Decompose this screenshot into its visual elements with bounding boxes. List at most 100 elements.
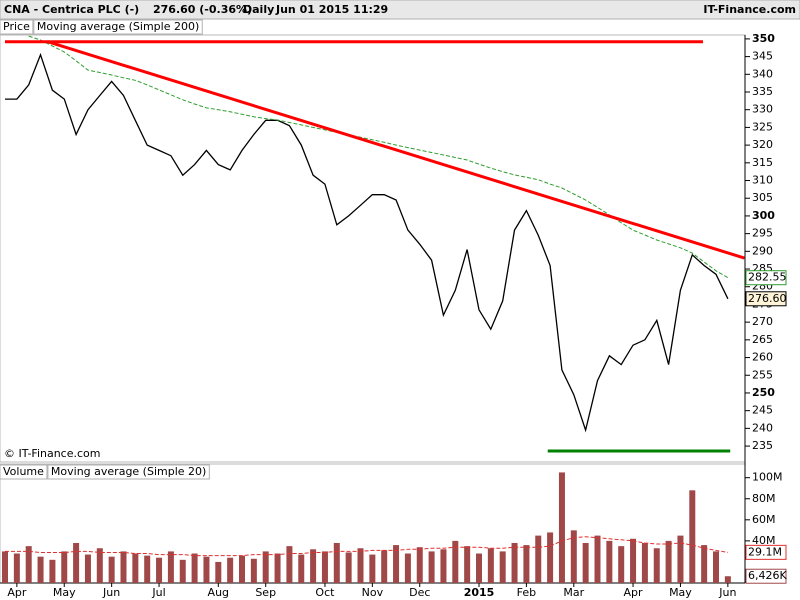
volume-bar xyxy=(665,540,672,583)
last-value-box xyxy=(745,291,787,307)
volume-bar xyxy=(84,554,91,583)
y-tick-label: 295 xyxy=(752,227,773,240)
x-tick-label: Mar xyxy=(563,586,584,599)
legend-box xyxy=(0,19,34,35)
y-tick-label: 330 xyxy=(752,103,773,116)
volume-bar xyxy=(487,548,494,583)
legend-box xyxy=(33,19,203,35)
date: Jun 01 2015 11:29 xyxy=(275,3,388,16)
volume-bar xyxy=(499,551,506,583)
volume-bar xyxy=(2,551,8,583)
legend-label: Volume xyxy=(3,465,44,478)
volume-bar xyxy=(132,553,139,583)
volume-bar xyxy=(61,551,68,583)
price-line xyxy=(5,52,729,433)
y-tick-label: 235 xyxy=(752,439,773,452)
volume-bar xyxy=(689,490,696,583)
y-tick-label: 255 xyxy=(752,368,773,381)
volume-bar xyxy=(606,540,613,583)
y-tick-label: 240 xyxy=(752,421,773,434)
last-value-label: 282.55 xyxy=(748,271,787,284)
volume-bar xyxy=(108,556,115,583)
volume-bar xyxy=(215,561,222,583)
x-tick-label: Sep xyxy=(255,586,276,599)
volume-bar xyxy=(511,542,518,583)
x-tick-label: May xyxy=(53,586,76,599)
volume-bar xyxy=(357,548,364,583)
last-value-label: 276.60 xyxy=(748,292,787,305)
x-tick-label: Oct xyxy=(315,586,335,599)
y-tick-label: 265 xyxy=(752,333,773,346)
legend-label: Price xyxy=(3,20,30,33)
volume-bar xyxy=(464,546,471,583)
volume-bar xyxy=(724,576,731,583)
credit: © IT-Finance.com xyxy=(4,447,101,460)
y-tick-label: 310 xyxy=(752,174,773,187)
x-tick-label: Apr xyxy=(7,586,27,599)
y-tick-label: 250 xyxy=(752,386,775,399)
volume-bar xyxy=(570,530,577,583)
volume-bar xyxy=(250,558,257,583)
legend-box xyxy=(0,464,48,480)
volume-bar xyxy=(558,472,565,583)
volume-bar xyxy=(37,556,44,583)
last-value-label: 6,426K xyxy=(748,569,787,582)
symbol: CNA - Centrica PLC (-) xyxy=(4,3,139,16)
volume-bar xyxy=(333,542,340,583)
volume-bar xyxy=(582,542,589,583)
volume-bar xyxy=(428,551,435,583)
volume-bar xyxy=(416,547,423,583)
y-tick-label: 335 xyxy=(752,85,773,98)
volume-bar xyxy=(345,552,352,583)
volume-bar xyxy=(535,535,542,583)
x-tick-label: 2015 xyxy=(464,586,495,599)
y-tick-label: 290 xyxy=(752,244,773,257)
volume-bar xyxy=(641,542,648,583)
volume-bar xyxy=(203,556,210,583)
y-tick-label: 305 xyxy=(752,191,773,204)
y-tick-label: 345 xyxy=(752,50,773,63)
volume-bar xyxy=(239,555,245,583)
volume-bar xyxy=(25,546,32,583)
legend-label: Moving average (Simple 20) xyxy=(51,465,206,478)
volume-bar xyxy=(274,553,281,583)
y-tick-label: 260 xyxy=(752,351,773,364)
x-tick-label: Feb xyxy=(517,586,536,599)
volume-bar xyxy=(13,553,20,583)
y-tick-label: 100M xyxy=(752,471,783,484)
volume-bar xyxy=(677,535,684,583)
volume-bar xyxy=(227,557,234,583)
volume-bar xyxy=(310,549,317,583)
x-tick-label: Nov xyxy=(362,586,384,599)
volume-bar xyxy=(286,546,293,583)
y-tick-label: 60M xyxy=(752,513,776,526)
x-tick-label: Dec xyxy=(409,586,430,599)
y-tick-label: 340 xyxy=(752,67,773,80)
y-tick-label: 315 xyxy=(752,156,773,169)
volume-bar xyxy=(618,546,625,583)
x-tick-label: May xyxy=(669,586,692,599)
y-tick-label: 80M xyxy=(752,492,776,505)
volume-bar xyxy=(653,548,660,583)
last-value-box xyxy=(745,270,787,286)
quote: 276.60 (-0.36%) xyxy=(153,3,252,16)
volume-bar xyxy=(369,554,376,583)
volume-bar xyxy=(167,551,174,583)
volume-bar xyxy=(452,540,459,583)
volume-bar xyxy=(381,550,388,583)
y-tick-label: 320 xyxy=(752,138,773,151)
volume-bar xyxy=(49,559,56,583)
header-bar xyxy=(0,0,800,20)
volume-bar xyxy=(156,557,163,583)
volume-bar xyxy=(713,551,719,583)
legend-label: Moving average (Simple 200) xyxy=(37,20,199,33)
y-tick-label: 325 xyxy=(752,120,773,133)
volume-bar xyxy=(630,538,637,583)
volume-bar xyxy=(440,549,447,583)
volume-bar xyxy=(404,553,411,583)
site: IT-Finance.com xyxy=(703,3,796,16)
y-tick-label: 350 xyxy=(752,32,775,45)
volume-bar xyxy=(393,545,400,583)
